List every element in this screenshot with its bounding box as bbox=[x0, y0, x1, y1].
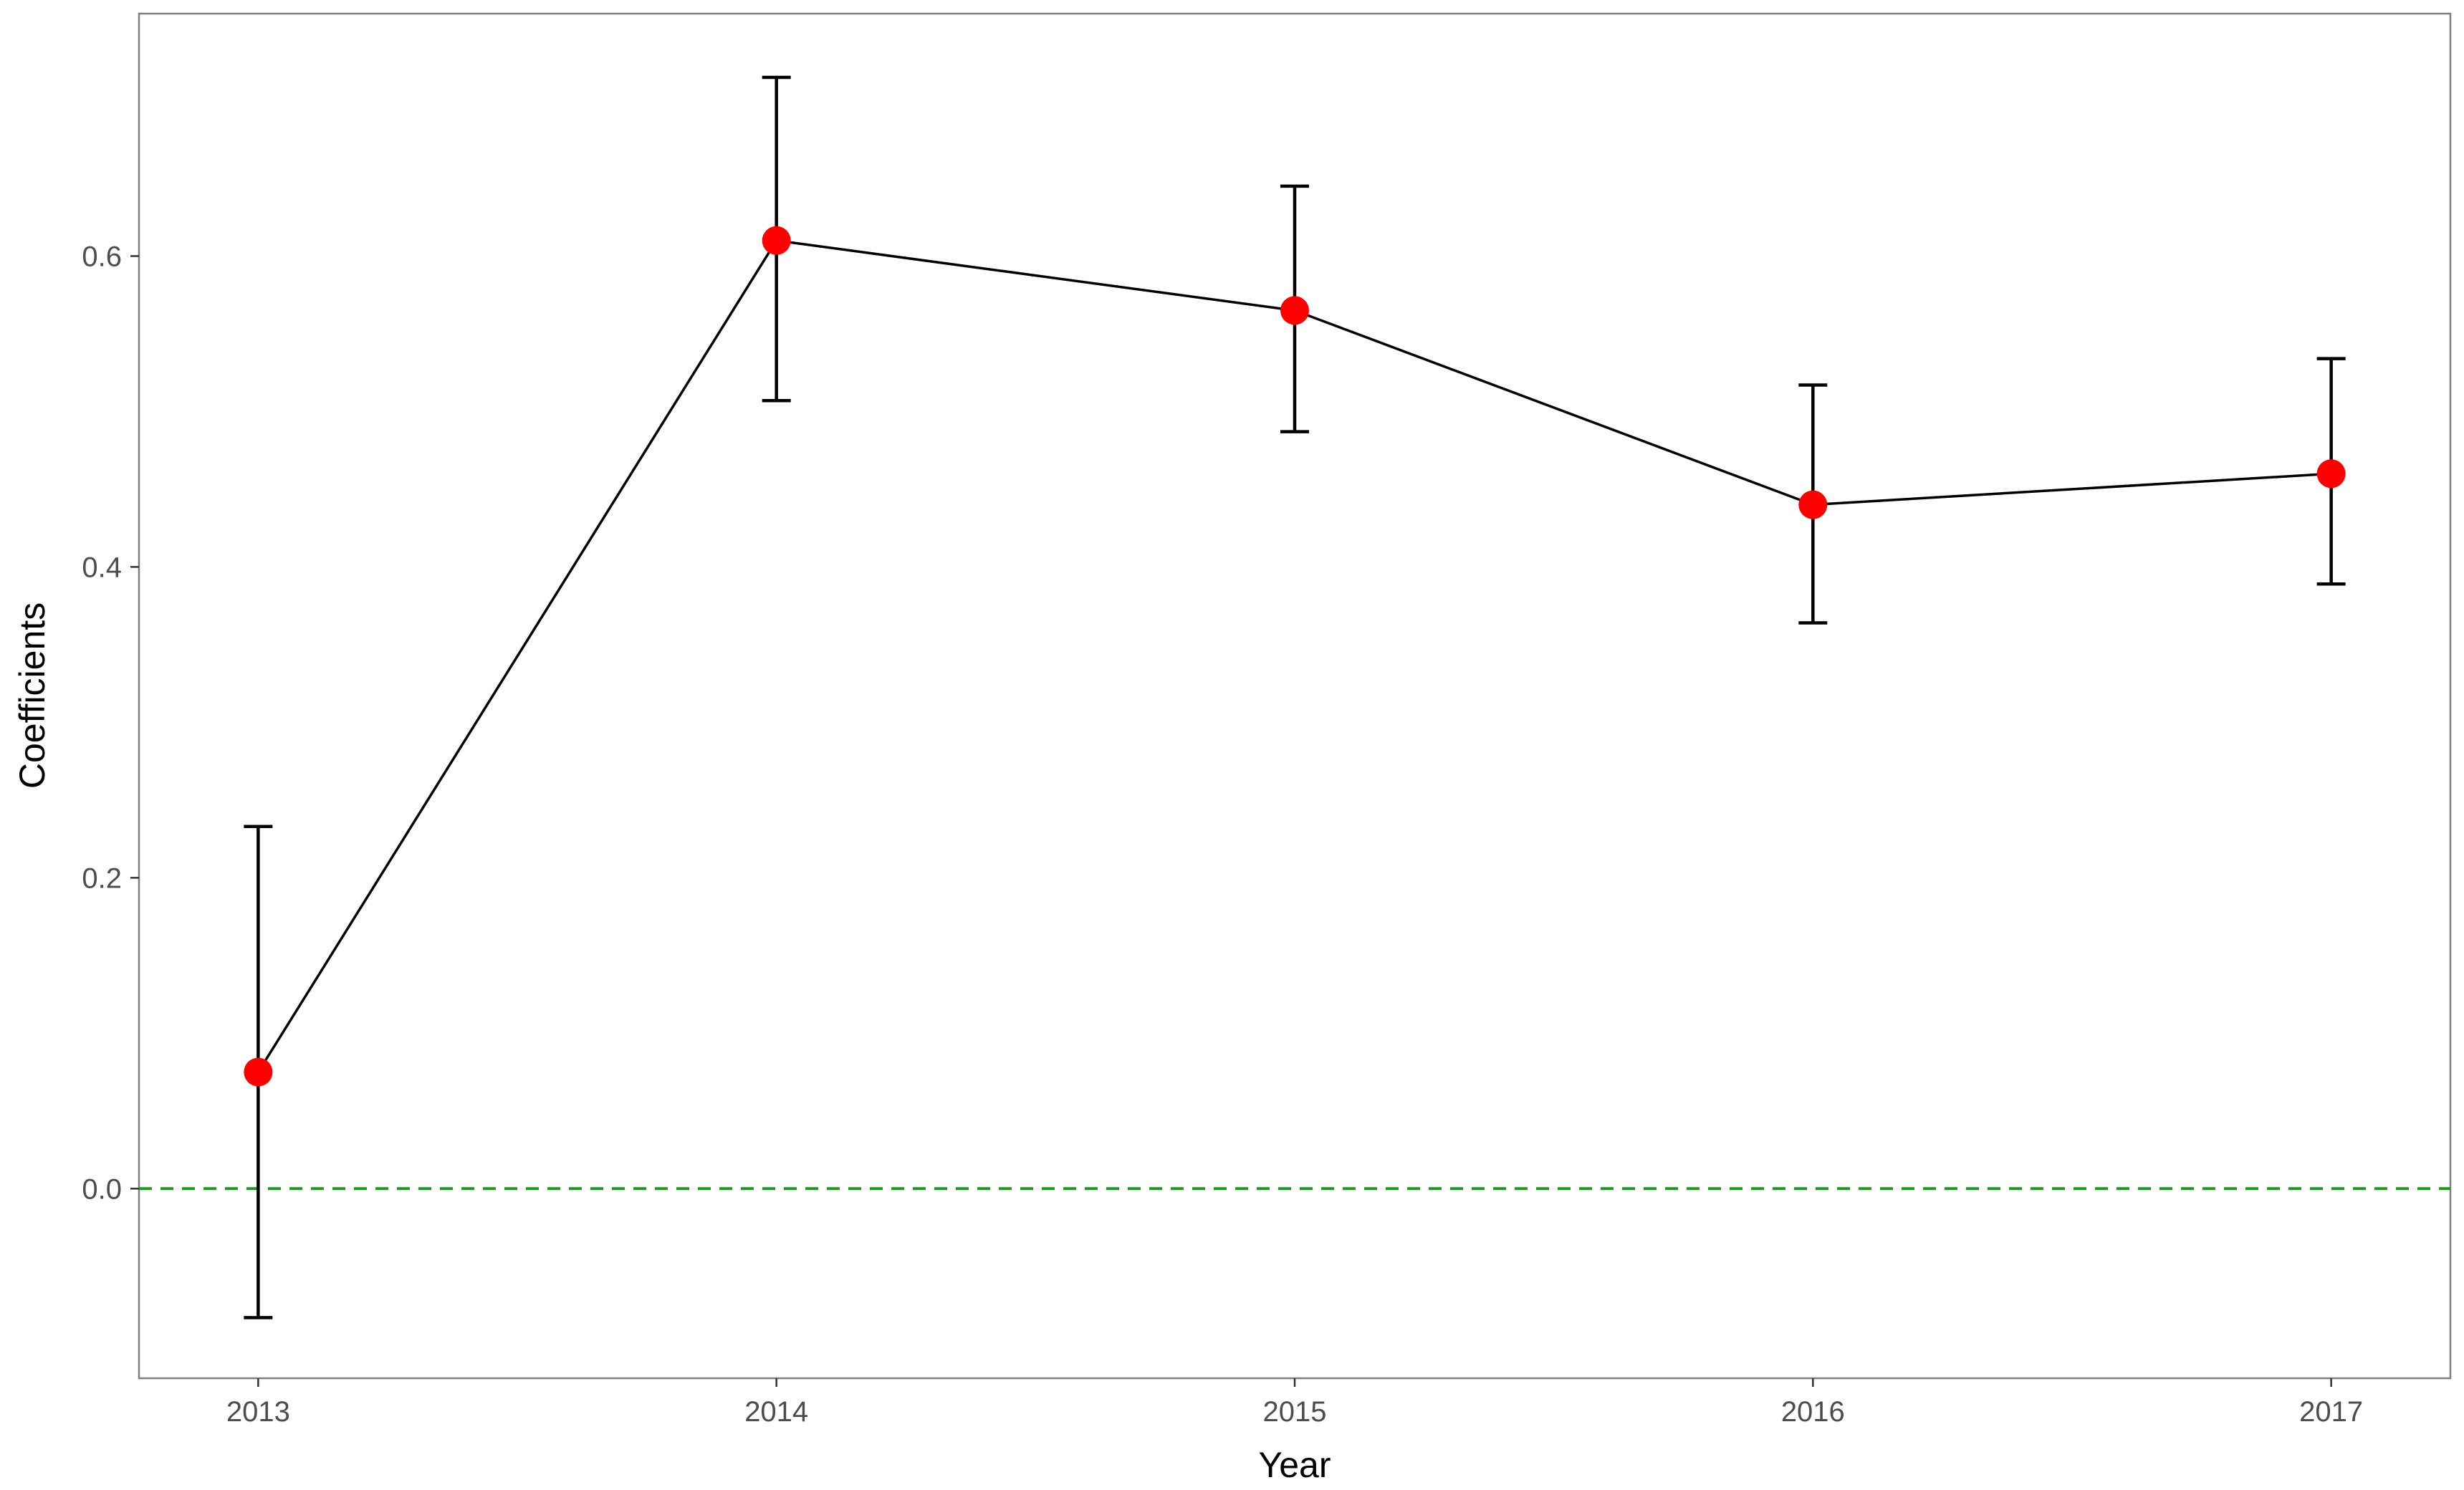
data-point bbox=[1798, 490, 1828, 519]
data-point bbox=[762, 226, 791, 255]
x-tick-label: 2017 bbox=[2299, 1396, 2363, 1428]
y-tick-label: 0.4 bbox=[82, 552, 122, 583]
x-tick-label: 2015 bbox=[1263, 1396, 1327, 1428]
x-tick-label: 2014 bbox=[744, 1396, 808, 1428]
x-axis-title: Year bbox=[1258, 1445, 1331, 1485]
data-point bbox=[1280, 296, 1309, 325]
y-tick-label: 0.2 bbox=[82, 862, 122, 894]
data-point bbox=[2316, 459, 2346, 489]
x-tick-label: 2013 bbox=[226, 1396, 290, 1428]
y-tick-label: 0.6 bbox=[82, 241, 122, 272]
y-axis-title: Coefficients bbox=[12, 602, 52, 789]
y-axis: 0.0 0.2 0.4 0.6 bbox=[82, 241, 139, 1205]
y-tick-label: 0.0 bbox=[82, 1173, 122, 1205]
points-layer bbox=[244, 226, 2346, 1087]
x-axis: 2013 2014 2015 2016 2017 bbox=[226, 1378, 2363, 1428]
data-point bbox=[244, 1057, 273, 1087]
x-tick-label: 2016 bbox=[1781, 1396, 1845, 1428]
